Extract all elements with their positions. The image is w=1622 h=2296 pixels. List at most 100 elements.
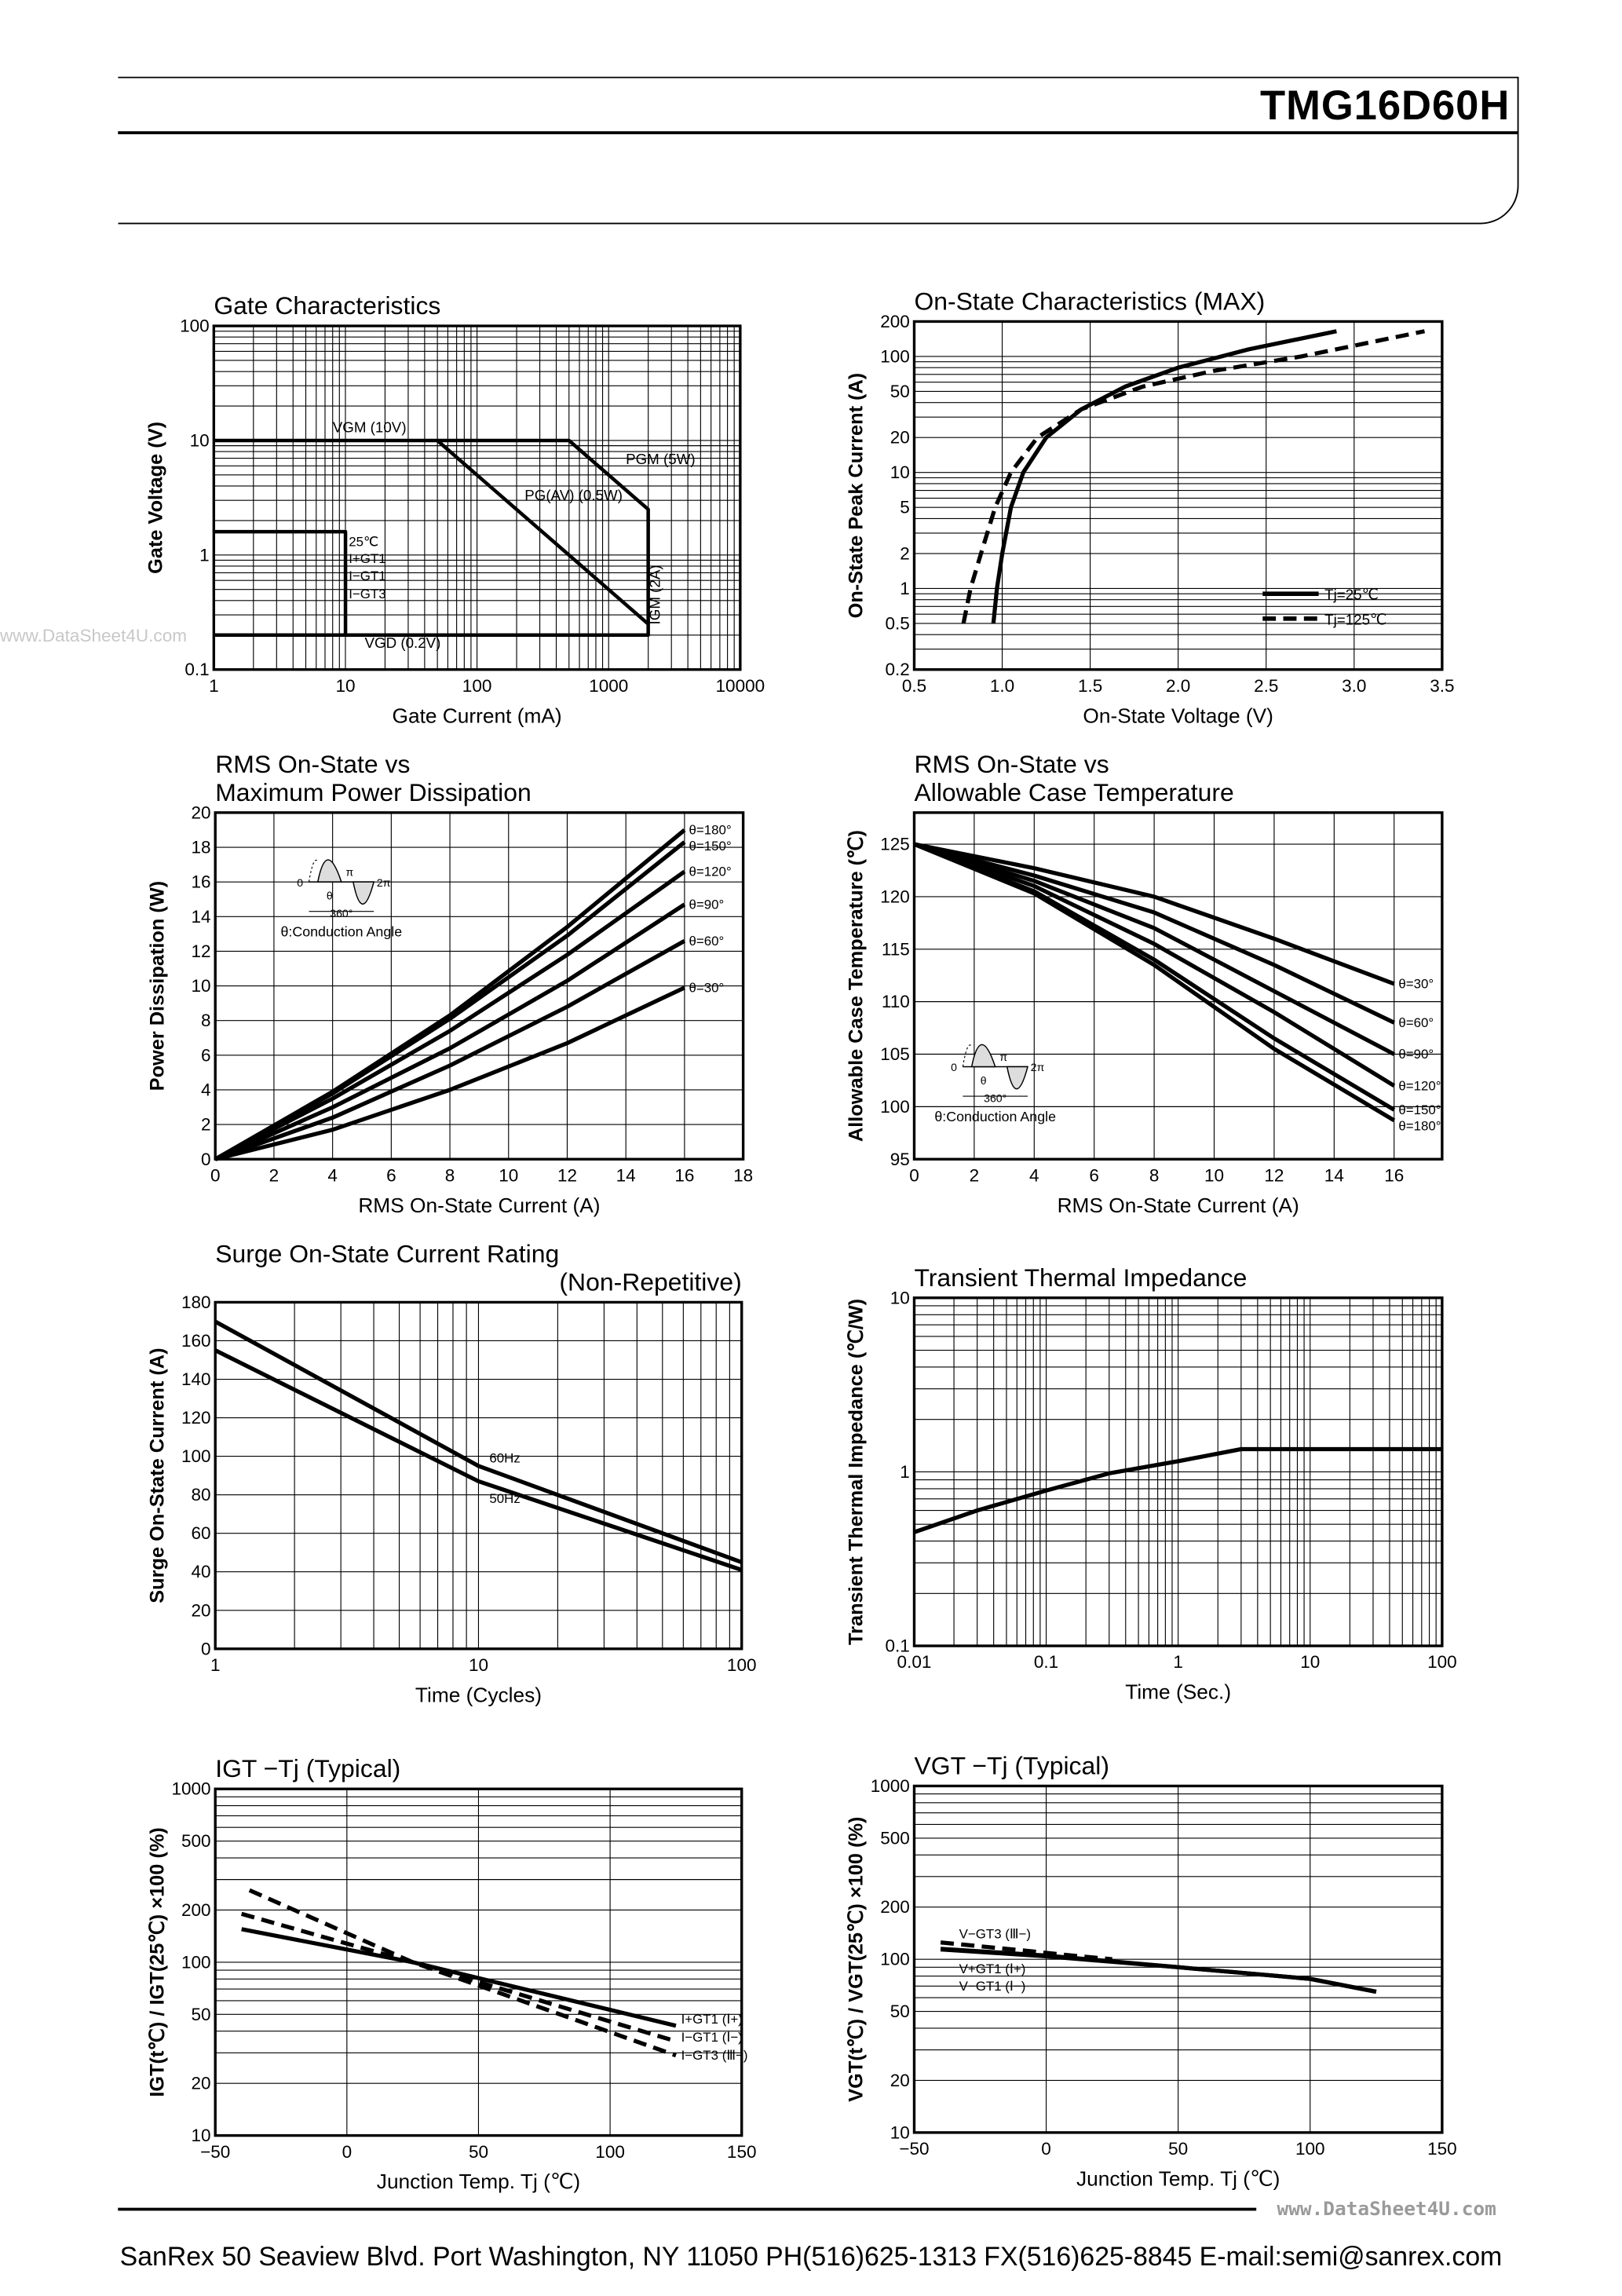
chart-title: IGT −Tj (Typical) (215, 1754, 400, 1782)
annotation-label: PG(AV) (0.5W) (524, 487, 623, 503)
inset-label: 360° (984, 1092, 1006, 1105)
series-label: 50Hz (489, 1491, 520, 1506)
x-tick-label: 100 (595, 2142, 625, 2162)
plot-frame (212, 324, 742, 671)
y-axis-label: VGT(t℃) / VGT(25℃) ×100 (%) (846, 1817, 868, 2102)
chart-title: VGT −Tj (Typical) (914, 1751, 1109, 1779)
series-line (913, 842, 1395, 986)
grid (214, 1788, 743, 2137)
x-tick-label: 50 (469, 2142, 488, 2162)
chart-4: 0 2 4 6 8 10 12 14 16 95 100 105 110 115 120 125 RMS On-… (846, 750, 1444, 1217)
x-tick-label: 0 (342, 2142, 353, 2162)
x-axis-label: On-State Voltage (V) (1083, 704, 1273, 727)
series-line (991, 329, 1337, 624)
y-tick-label: 120 (181, 1408, 211, 1428)
y-tick-label: 100 (180, 316, 210, 336)
y-axis-label: Gate Voltage (V) (145, 422, 167, 574)
x-tick-label: 0.1 (1034, 1652, 1058, 1672)
x-tick-label: 16 (1384, 1165, 1404, 1185)
x-tick-label: 14 (616, 1165, 636, 1185)
y-tick-label: 8 (201, 1011, 211, 1030)
y-tick-label: 120 (880, 887, 910, 906)
series-label: θ=60° (689, 934, 725, 949)
y-tick-label: 50 (890, 382, 910, 401)
y-tick-label: 115 (882, 939, 910, 959)
y-tick-label: 18 (192, 838, 211, 857)
y-tick-label: 0.1 (184, 660, 209, 679)
x-tick-label: 10 (335, 676, 355, 696)
y-tick-label: 2 (201, 1115, 211, 1135)
annotation-label: VGD (0.2V) (364, 634, 440, 651)
series-line (961, 329, 1426, 624)
series-label: 60Hz (489, 1451, 520, 1466)
series-line (214, 438, 650, 637)
y-tick-label: 40 (192, 1562, 211, 1581)
plot-frame (912, 320, 1444, 671)
series-label: θ=150° (689, 839, 732, 854)
chart-title: (Non-Repetitive) (559, 1267, 741, 1296)
y-tick-label: 0 (201, 1150, 211, 1169)
x-tick-label: 0 (1041, 2139, 1051, 2159)
y-tick-label: 0.5 (886, 613, 910, 633)
x-tick-label: 2 (269, 1165, 279, 1185)
x-tick-label: 10 (499, 1165, 518, 1185)
inset-label: 2π (377, 876, 391, 889)
x-tick-label: 1 (210, 1655, 221, 1675)
x-tick-label: 1 (209, 676, 219, 696)
x-axis-label: Junction Temp. Tj (℃) (377, 2170, 580, 2193)
footer-divider (118, 2207, 1257, 2210)
series-line (214, 529, 348, 635)
y-tick-label: 100 (181, 1952, 211, 1972)
series-line (913, 1446, 1442, 1534)
series-line (214, 902, 686, 1161)
inset-label: π (999, 1051, 1007, 1063)
y-tick-label: 1 (199, 545, 210, 565)
watermark-footer: www.DataSheet4U.com (1277, 2199, 1496, 2221)
y-tick-label: 1000 (171, 1779, 210, 1799)
x-tick-label: 50 (1168, 2139, 1188, 2159)
x-tick-label: 4 (327, 1165, 338, 1185)
y-tick-label: 5 (900, 498, 910, 517)
plot-frame (912, 811, 1444, 1161)
y-tick-label: 100 (880, 346, 910, 366)
x-axis-label: Time (Sec.) (1125, 1680, 1231, 1704)
y-tick-label: 100 (181, 1446, 211, 1466)
series-line (940, 1947, 1377, 1994)
y-tick-label: 14 (192, 907, 211, 927)
header-frame (118, 76, 1519, 225)
y-tick-label: 10 (890, 1288, 910, 1307)
y-tick-label: 500 (181, 1831, 211, 1851)
conduction-angle-diagram: 0 π 2π θ 360° θ:Conduction Angle (934, 1044, 1056, 1124)
series-label: θ=30° (1398, 977, 1434, 992)
grid (214, 812, 744, 1160)
y-axis-label: Allowable Case Temperature (℃) (846, 830, 868, 1142)
y-tick-label: 1 (900, 1462, 910, 1482)
x-tick-label: 3.5 (1430, 676, 1454, 696)
y-tick-label: 110 (882, 992, 910, 1011)
y-tick-label: 60 (192, 1523, 211, 1543)
x-tick-label: 2.5 (1254, 676, 1278, 696)
inset-label: π (345, 866, 353, 879)
x-tick-label: 8 (1149, 1165, 1160, 1185)
annotation-label: PGM (5W) (626, 451, 696, 467)
series-label: θ=30° (689, 980, 725, 995)
x-tick-label: 16 (674, 1165, 694, 1185)
chart-title: Transient Thermal Impedance (914, 1263, 1247, 1292)
chart-2: 0.5 1.0 1.5 2.0 2.5 3.0 3.50.20.51251020501002… (846, 287, 1455, 727)
inset-label: 0 (951, 1061, 957, 1073)
y-tick-label: 10 (190, 430, 210, 450)
inset-label: 2π (1031, 1061, 1045, 1073)
y-axis-label: IGT(t℃) / IGT(25℃) ×100 (%) (146, 1827, 168, 2097)
chart-title: RMS On-State vs (215, 750, 410, 778)
series-line (436, 439, 650, 626)
y-tick-label: 4 (201, 1080, 211, 1099)
series-line (913, 842, 1396, 1123)
x-axis-label: RMS On-State Current (A) (1058, 1194, 1299, 1217)
plot-frame (214, 1300, 743, 1651)
x-tick-label: 0.01 (897, 1652, 932, 1672)
x-tick-label: 6 (1089, 1165, 1099, 1185)
y-tick-label: 0 (201, 1639, 211, 1658)
x-tick-label: 0.5 (902, 676, 926, 696)
